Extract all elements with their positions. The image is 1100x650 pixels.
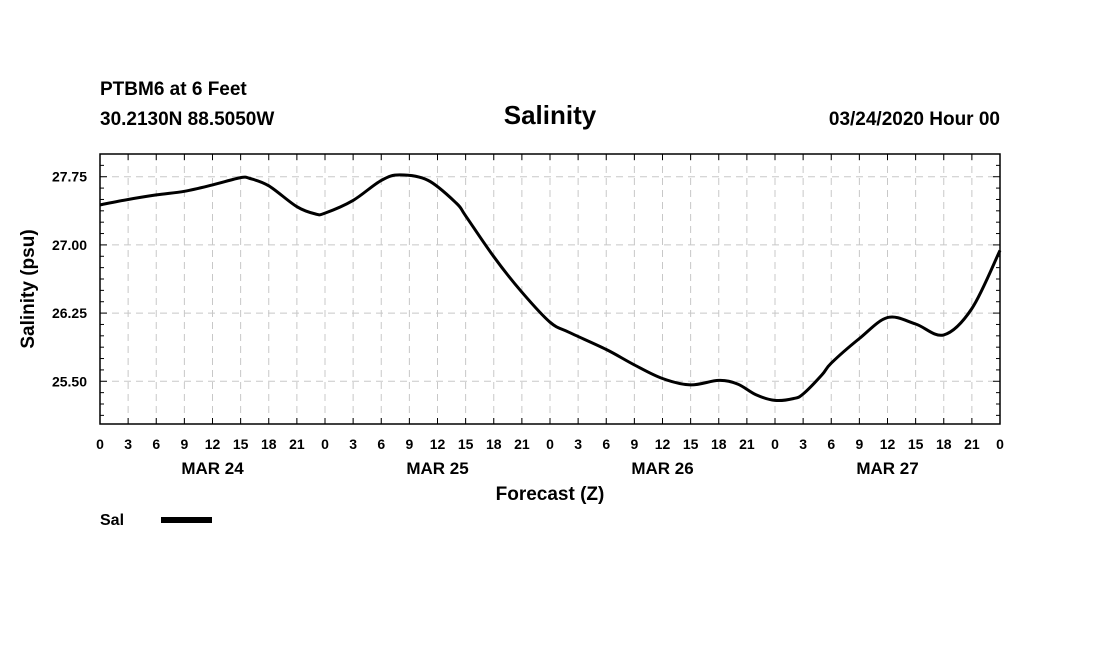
x-tick-label: 21 <box>514 436 530 452</box>
x-axis-title: Forecast (Z) <box>496 484 605 505</box>
x-tick-label: 6 <box>827 436 835 452</box>
legend-label-sal: Sal <box>100 512 124 529</box>
day-label: MAR 25 <box>406 459 468 478</box>
x-tick-label: 0 <box>771 436 779 452</box>
x-tick-label: 9 <box>180 436 188 452</box>
x-tick-label: 12 <box>430 436 446 452</box>
station-label: PTBM6 at 6 Feet <box>100 79 247 100</box>
y-axis-title: Salinity (psu) <box>18 229 39 348</box>
y-tick-label: 26.25 <box>52 305 87 321</box>
chart-title: Salinity <box>504 100 597 130</box>
x-tick-label: 21 <box>739 436 755 452</box>
x-tick-label: 18 <box>486 436 502 452</box>
x-tick-label: 0 <box>96 436 104 452</box>
x-tick-label: 0 <box>546 436 554 452</box>
x-tick-label: 6 <box>152 436 160 452</box>
x-tick-label: 3 <box>574 436 582 452</box>
y-tick-label: 25.50 <box>52 373 87 389</box>
x-tick-label: 18 <box>711 436 727 452</box>
x-tick-label: 18 <box>261 436 277 452</box>
x-tick-label: 15 <box>908 436 924 452</box>
x-tick-label: 0 <box>996 436 1004 452</box>
x-tick-label: 21 <box>289 436 305 452</box>
x-tick-label: 12 <box>880 436 896 452</box>
day-label: MAR 24 <box>181 459 244 478</box>
x-tick-label: 9 <box>405 436 413 452</box>
plot-axes: 0 3 6 9 12 15 18 21 0 3 6 9 12 15 18 21 0 3 6 9 12 15 18 21 0 3 6 9… <box>52 153 1004 478</box>
x-tick-label: 6 <box>377 436 385 452</box>
x-tick-label: 15 <box>683 436 699 452</box>
x-tick-label: 9 <box>630 436 638 452</box>
x-tick-label: 15 <box>233 436 249 452</box>
grid-lines <box>100 154 1000 424</box>
x-tick-label: 12 <box>655 436 671 452</box>
x-tick-label: 9 <box>855 436 863 452</box>
y-tick-label: 27.75 <box>52 169 87 185</box>
x-tick-label: 6 <box>602 436 610 452</box>
x-tick-label: 18 <box>936 436 952 452</box>
day-label: MAR 27 <box>856 459 918 478</box>
x-tick-label: 12 <box>205 436 221 452</box>
forecast-datetime: 03/24/2020 Hour 00 <box>829 109 1000 130</box>
coordinates-label: 30.2130N 88.5050W <box>100 109 274 130</box>
x-tick-label: 21 <box>964 436 980 452</box>
series-group <box>99 173 1002 403</box>
day-label: MAR 26 <box>631 459 693 478</box>
plot-frame <box>99 153 1001 425</box>
x-tick-label: 3 <box>124 436 132 452</box>
y-tick-label: 27.00 <box>52 237 87 253</box>
x-tick-label: 15 <box>458 436 474 452</box>
x-tick-label: 3 <box>349 436 357 452</box>
x-tick-label: 3 <box>799 436 807 452</box>
x-tick-label: 0 <box>321 436 329 452</box>
series-line-sal <box>99 173 1002 403</box>
